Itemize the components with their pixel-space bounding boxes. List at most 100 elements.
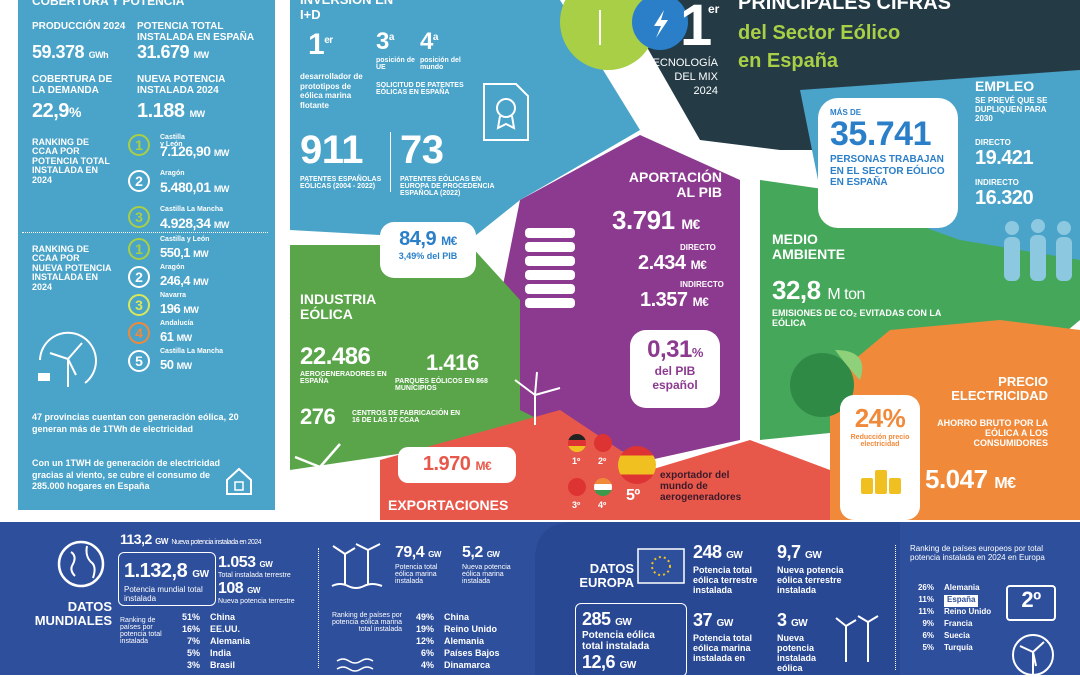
empleo-directo-label: DIRECTO <box>975 138 1011 147</box>
empleo-indirecto: 16.320 <box>975 187 1034 209</box>
produccion-label: PRODUCCIÓN 2024 <box>32 21 126 32</box>
ranking-nueva-label: RANKING DE CCAA POR NUEVA POTENCIA INSTA… <box>32 244 112 292</box>
nueva-potencia-value: 1.188 MW <box>137 100 205 122</box>
marina-nueva: 5,2 GW <box>462 544 500 561</box>
export-rank-label: exportador del mundo de aerogeneradores <box>660 470 742 503</box>
offshore-turbine-icon <box>331 543 383 589</box>
aero-value: 22.486 <box>300 343 371 370</box>
ranking-row: 51% China <box>181 612 236 622</box>
rank4-value: 4a <box>420 28 438 55</box>
europa-terrestre-label: Potencia total eólica terrestre instalad… <box>693 565 758 595</box>
globe-icon <box>57 540 105 588</box>
cobertura-value: 22,9% <box>32 100 81 122</box>
industria-heading: INDUSTRIA EÓLICA <box>300 291 376 323</box>
mundial-total-label: Potencia mundial total instalada <box>124 585 203 603</box>
rank3-value: 3a <box>376 28 394 55</box>
mas-de: MÁS DE <box>830 108 862 117</box>
mundial-terrestre: 1.053 GW <box>218 554 273 571</box>
medio-value: 32,8 M ton <box>772 275 865 305</box>
inversion-pib: 3,49% del PIB <box>398 251 458 261</box>
spain-rank-box: 2º <box>1006 585 1056 621</box>
header-circle <box>560 0 656 70</box>
potencia-total-label: POTENCIA TOTAL INSTALADA EN ESPAÑA <box>137 21 255 43</box>
germany-flag-icon <box>568 434 586 452</box>
people-icon <box>1004 219 1072 281</box>
ranking-row: 16% EE.UU. <box>181 624 241 634</box>
europa-ranking-label: Ranking de países europeos por total pot… <box>910 544 1045 562</box>
rank-circle: 2 <box>128 266 150 288</box>
pib-total: 3.791 M€ <box>612 205 700 235</box>
export-card: 1.970 M€ <box>398 447 516 483</box>
flag-rank: 2º <box>598 456 607 466</box>
europa-marina: 37 GW <box>693 610 733 630</box>
europa-panel <box>535 522 900 675</box>
ranking-total-label: RANKING DE CCAA POR POTENCIA TOTAL INSTA… <box>32 137 110 185</box>
medio-label: EMISIONES DE CO₂ EVITADAS CON LA EÓLICA <box>772 308 942 328</box>
parques-value: 1.416 <box>426 350 479 375</box>
patentes-eu-value: 73 <box>400 128 444 172</box>
ranking-row: 26% Alemania <box>917 583 980 592</box>
pib-directo-label: DIRECTO <box>680 243 716 252</box>
ranking-row: 19% Reino Unido <box>415 624 497 634</box>
tech-label-3: 2024 <box>693 84 718 97</box>
rank-value: 50 MW <box>160 357 192 372</box>
patent-icon <box>483 83 529 141</box>
precio-card: 24% Reducción precio electricidad <box>840 395 920 520</box>
solicitud-label: SOLICITUD DE PATENTES EÓLICAS EN ESPAÑA <box>376 82 464 96</box>
divider <box>895 545 896 670</box>
mundial-total: 1.132,8 GW <box>124 560 209 582</box>
ranking-row: 5% Turquía <box>922 643 973 652</box>
rank-circle: 3 <box>128 294 150 316</box>
europa-marina-label: Potencia total eólica marina instalada e… <box>693 633 753 663</box>
ranking-row: 12% Alemania <box>415 636 485 646</box>
pib-indirecto-label: INDIRECTO <box>680 280 724 289</box>
china-flag-icon <box>568 478 586 496</box>
denmark-flag-icon <box>594 434 612 452</box>
earth-leaf-icon <box>790 350 863 417</box>
page-title-1: PRINCIPALES CIFRAS <box>738 0 951 14</box>
marina-ranking: 49% China 19% Reino Unido 12% Alemania 6% Pa… <box>408 612 518 672</box>
innovacion-panel <box>290 0 640 240</box>
lightning-icon <box>654 10 668 38</box>
turbine-plug-icon <box>38 331 97 387</box>
ranking-row: 7% Alemania <box>186 636 251 646</box>
cobertura-heading: COBERTURA Y POTENCIA <box>32 0 185 8</box>
marina-ranking-label: Ranking de países por potencia eólica ma… <box>331 612 402 633</box>
divider <box>318 548 319 668</box>
europa-terrestre: 248 GW <box>693 542 743 562</box>
pib-heading: APORTACIÓN AL PIB <box>628 169 722 201</box>
parques-label: PARQUES EÓLICOS EN 868 MUNICIPIOS <box>395 378 488 392</box>
precio-pct-label: Reducción precio electricidad <box>850 434 910 448</box>
flag-rank: 3º <box>572 500 581 510</box>
rank-circle: 1 <box>128 134 150 156</box>
rank-region: Castilla La Mancha <box>160 206 224 213</box>
europa-nueva-marina: 3 GW <box>777 610 808 630</box>
tech-label: TECNOLOGÍA DEL MIX 2024 <box>630 57 718 98</box>
europa-nueva-terrestre: 9,7 GW <box>777 542 822 562</box>
patentes-label: PATENTES ESPAÑOLAS EÓLICAS (2004 - 2022) <box>300 176 382 190</box>
rank-region: Aragón <box>160 170 185 177</box>
header-rank-suffix: er <box>708 2 720 16</box>
ranking-row: 6% Suecia <box>922 631 970 640</box>
nueva-potencia-label: NUEVA POTENCIA INSTALADA 2024 <box>137 74 225 96</box>
marina-total-label: Potencia total eólica marina instalada <box>395 564 438 585</box>
header-rank: 1 <box>680 0 713 58</box>
marina-nueva-label: Nueva potencia eólica marina instalada <box>462 564 511 585</box>
ranking-row: 11% Reino Unido <box>918 607 992 616</box>
rank-value: 550,1 MW <box>160 245 209 260</box>
rank-region: Castilla La Mancha <box>160 348 224 355</box>
rank-value: 196 MW <box>160 301 199 316</box>
provincias-text: 47 provincias cuentan con generación eól… <box>32 412 239 434</box>
rank-circle: 2 <box>128 170 150 192</box>
europa-total-label: Potencia eólica total instalada <box>582 630 655 652</box>
rank-region: Andalucía <box>160 320 194 327</box>
ranking-row: 49% China <box>415 612 470 622</box>
rank4-label: posición del mundo <box>420 57 461 71</box>
waves-icon <box>336 658 374 672</box>
potencia-total-value: 31.679 MW <box>137 42 209 62</box>
empleo-total: 35.741 <box>830 115 932 153</box>
rank-value: 5.480,01 MW <box>160 179 229 195</box>
inversion-card: 84,9 M€ 3,49% del PIB <box>380 222 476 278</box>
page-title-2: del Sector Eólico <box>738 22 901 44</box>
ranking-row-highlight: 11% España <box>908 595 1008 607</box>
